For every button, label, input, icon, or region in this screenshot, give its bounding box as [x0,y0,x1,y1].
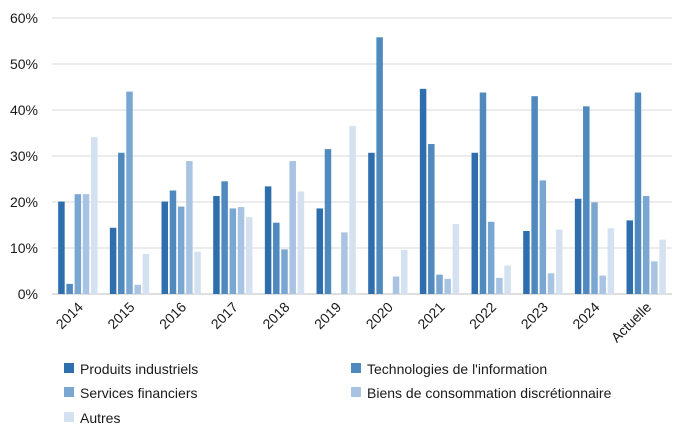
bar [471,152,479,294]
legend-swatch [351,387,361,397]
y-tick-label: 10% [10,240,38,256]
bar [221,181,228,294]
y-tick-label: 20% [10,194,38,210]
bar [419,88,427,294]
bar [634,92,642,295]
x-tick-label: 2014 [53,299,86,332]
legend-swatch [351,363,361,373]
bar [161,201,169,294]
bar [583,106,590,294]
legend-label: Services financiers [80,385,198,401]
x-tick-label: 2018 [259,299,292,332]
bar [316,208,324,294]
legend-item: Services financiers [64,385,198,401]
bar [659,239,666,294]
bar [496,277,503,294]
bar [281,249,288,294]
legend-item: Technologies de l'information [351,361,547,377]
bar [58,201,65,294]
bar [642,196,650,294]
legend-swatch [64,363,74,373]
y-tick-label: 30% [10,148,38,164]
bar [142,253,150,294]
bar [539,180,547,294]
x-tick-label: 2021 [414,299,447,332]
legend-label: Autres [80,410,120,426]
legend-item: Autres [64,410,120,426]
bar [229,208,237,294]
bar [504,265,511,294]
bar [273,222,280,294]
bar [341,232,348,294]
bar [436,274,443,294]
bar [82,194,90,294]
x-tick-label: 2023 [518,299,551,332]
x-tick-label: 2024 [569,299,602,332]
y-tick-label: 0% [18,286,38,302]
legend-label: Technologies de l'information [367,361,547,377]
x-tick-label: 2022 [466,299,499,332]
bar [479,92,487,295]
bar [74,194,82,294]
bar [444,278,451,294]
x-tick-label: 2016 [156,299,189,332]
bar [392,276,400,294]
bar [245,217,253,294]
bar [169,190,177,294]
x-tick-label: 2017 [208,299,241,332]
bar [177,206,185,294]
bar [109,227,117,294]
bar [368,152,375,294]
bar [213,196,220,294]
bar [194,251,201,294]
legend-item: Produits industriels [64,361,198,377]
bar [126,91,133,294]
bar [349,126,356,294]
x-tick-label: 2020 [363,299,396,332]
x-tick-label: 2019 [311,299,344,332]
legend-label: Produits industriels [80,361,198,377]
bar [237,207,245,294]
bar [289,161,296,294]
bar [651,261,658,294]
bar [264,186,272,294]
bar [134,284,141,294]
bar [523,230,530,294]
y-tick-label: 60% [10,10,38,26]
bar [626,220,634,294]
bar [452,224,460,294]
bar [66,283,73,294]
bar [297,191,305,294]
y-gridlines [52,17,672,295]
legend-item: Biens de consommation discrétionnaire [351,385,612,401]
legend-label: Biens de consommation discrétionnaire [367,385,612,401]
bar [555,229,563,294]
y-tick-label: 40% [10,102,38,118]
legend-swatch [64,412,74,422]
x-axis-ticks: 2014 2015 2016 2017 2018 2019 2020 2021 2022 2023… [53,299,655,346]
x-tick-label: 2015 [104,299,137,332]
bar [599,275,606,294]
bar [376,37,383,294]
bar [324,149,332,294]
bar [591,202,598,294]
legend-swatch [64,387,74,397]
bar [186,161,193,294]
y-tick-label: 50% [10,56,38,72]
bar [574,198,582,294]
bar [118,152,125,294]
bar [487,221,495,294]
bar [547,273,555,294]
bar [531,96,538,294]
bar [607,228,615,294]
bars [58,37,666,295]
bar [428,144,435,294]
bar [400,249,408,294]
legend: Produits industriels Technologies de l'in… [64,361,612,426]
bar [90,137,98,294]
x-tick-label: Actuelle [608,299,655,346]
y-axis-ticks: 0% 10% 20% 30% 40% 50% 60% [10,10,38,302]
